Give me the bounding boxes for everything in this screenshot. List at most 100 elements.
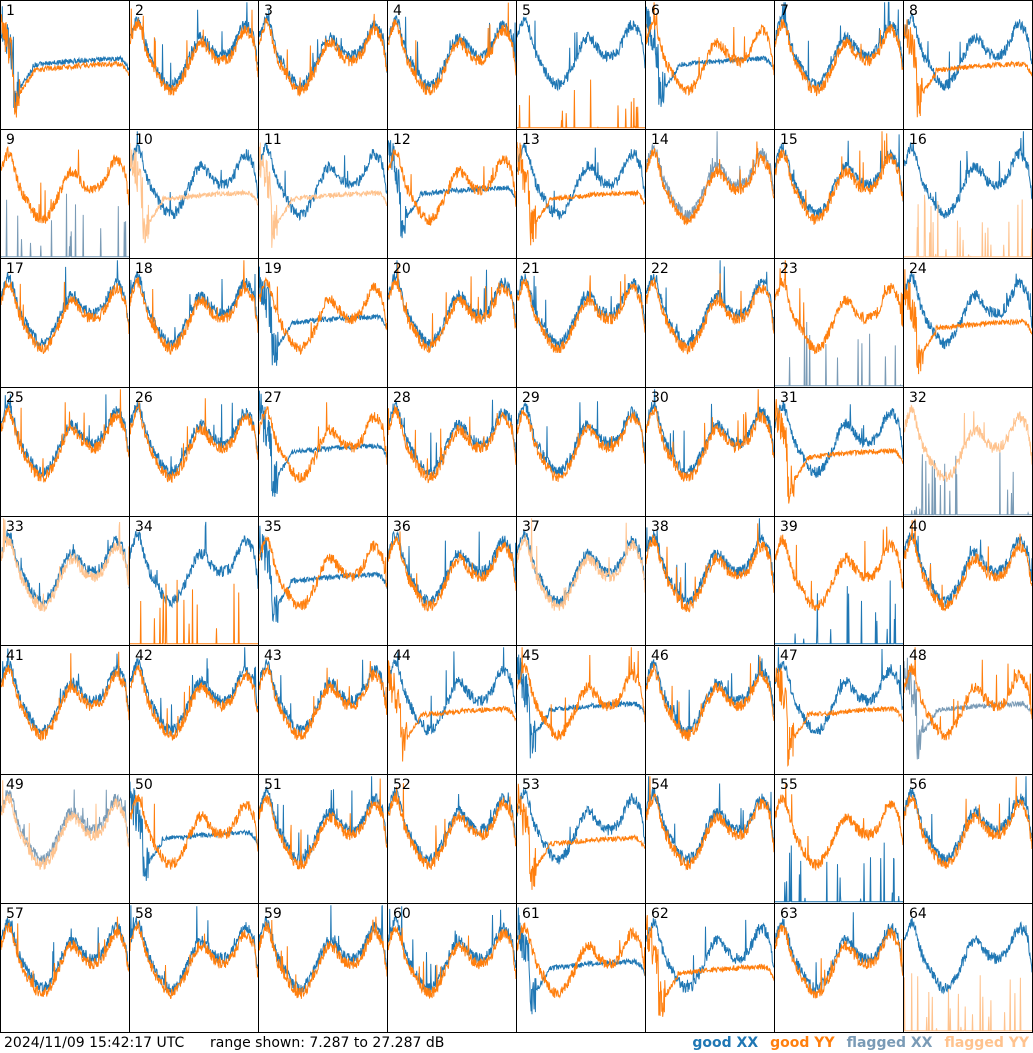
tile-4: 4	[388, 1, 517, 130]
tile-label: 48	[909, 648, 927, 664]
tile-label: 57	[6, 906, 24, 922]
series-yy	[1, 916, 129, 997]
series-yy	[517, 79, 645, 129]
tile-label: 36	[393, 519, 411, 535]
tile-39: 39	[775, 517, 904, 646]
legend-good-yy: good YY	[770, 1035, 835, 1051]
tile-label: 23	[780, 261, 798, 277]
series-xx	[517, 401, 645, 477]
tile-label: 20	[393, 261, 411, 277]
series-xx	[904, 917, 1032, 995]
tile-label: 55	[780, 777, 798, 793]
series-xx	[775, 842, 903, 903]
tile-plot	[1, 260, 129, 354]
series-yy	[130, 398, 258, 483]
tile-label: 56	[909, 777, 927, 793]
tile-label: 64	[909, 906, 927, 922]
series-xx	[646, 918, 774, 993]
tile-27: 27	[259, 388, 388, 517]
tile-plot	[775, 647, 903, 767]
tile-plot	[775, 526, 903, 645]
series-yy	[517, 141, 645, 246]
series-yy	[646, 656, 774, 742]
series-xx	[388, 140, 516, 239]
tile-56: 56	[904, 775, 1033, 904]
tile-label: 14	[651, 132, 669, 148]
series-yy	[388, 262, 516, 354]
series-yy	[775, 667, 903, 767]
tile-47: 47	[775, 646, 904, 775]
series-yy	[259, 13, 387, 97]
tile-plot	[904, 131, 1032, 258]
tile-label: 21	[522, 261, 540, 277]
series-yy	[388, 531, 516, 612]
tile-35: 35	[259, 517, 388, 646]
series-yy	[517, 410, 645, 482]
series-yy	[1, 146, 129, 224]
tile-plot	[646, 260, 774, 355]
tile-45: 45	[517, 646, 646, 775]
tile-label: 42	[135, 648, 153, 664]
tile-label: 61	[522, 906, 540, 922]
tile-label: 37	[522, 519, 540, 535]
tile-label: 45	[522, 648, 540, 664]
series-yy	[646, 389, 774, 483]
tile-8: 8	[904, 1, 1033, 130]
tile-plot	[1, 6, 129, 118]
tile-plot	[775, 131, 903, 225]
tile-label: 19	[264, 261, 282, 277]
tile-label: 18	[135, 261, 153, 277]
series-yy	[646, 2, 774, 96]
series-xx	[517, 16, 645, 92]
tile-plot	[259, 776, 387, 870]
tile-63: 63	[775, 904, 904, 1033]
series-xx	[775, 647, 903, 735]
series-yy	[259, 402, 387, 484]
series-xx	[259, 776, 387, 865]
series-yy	[130, 8, 258, 96]
series-yy	[775, 131, 903, 225]
series-yy	[130, 579, 258, 645]
tile-plot	[517, 16, 645, 129]
tile-50: 50	[130, 775, 259, 904]
tile-label: 44	[393, 648, 411, 664]
tile-33: 33	[1, 517, 130, 646]
tile-label: 63	[780, 906, 798, 922]
series-yy	[259, 535, 387, 611]
series-yy	[130, 794, 258, 870]
series-xx	[775, 912, 903, 995]
tile-label: 26	[135, 390, 153, 406]
tile-41: 41	[1, 646, 130, 775]
tile-plot	[259, 142, 387, 248]
series-xx	[904, 271, 1032, 350]
tile-16: 16	[904, 130, 1033, 259]
series-yy	[646, 776, 774, 871]
tile-37: 37	[517, 517, 646, 646]
tile-plot	[904, 269, 1032, 375]
series-xx	[130, 781, 258, 881]
tile-plot	[517, 401, 645, 482]
series-yy	[904, 19, 1032, 118]
series-xx	[646, 6, 774, 107]
series-xx	[904, 657, 1032, 760]
tile-plot	[775, 783, 903, 903]
tile-label: 33	[6, 519, 24, 535]
tile-54: 54	[646, 775, 775, 904]
tile-plot	[517, 907, 645, 1015]
series-yy	[130, 143, 258, 244]
tile-label: 16	[909, 132, 927, 148]
series-xx	[904, 131, 1032, 219]
tile-label: 1	[6, 3, 15, 19]
tile-plot	[517, 273, 645, 354]
series-xx	[259, 266, 387, 366]
tile-10: 10	[130, 130, 259, 259]
tile-label: 43	[264, 648, 282, 664]
tile-label: 12	[393, 132, 411, 148]
series-xx	[130, 401, 258, 478]
tile-24: 24	[904, 259, 1033, 388]
tile-label: 28	[393, 390, 411, 406]
tile-plot	[904, 647, 1032, 760]
tile-57: 57	[1, 904, 130, 1033]
series-yy	[1, 14, 129, 118]
series-yy	[259, 660, 387, 741]
